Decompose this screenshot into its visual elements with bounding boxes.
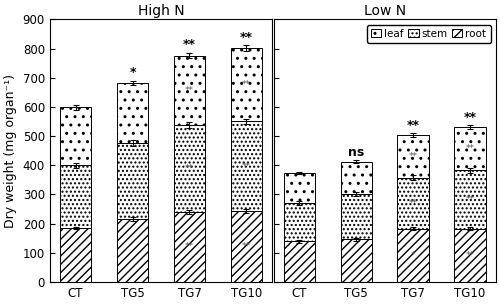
Text: **: **	[185, 164, 194, 173]
Text: **: **	[242, 162, 251, 171]
Text: **: **	[464, 111, 476, 123]
Text: **: **	[466, 144, 474, 153]
Text: **: **	[466, 195, 474, 204]
Text: **: **	[185, 243, 194, 251]
Text: **: **	[408, 199, 418, 208]
Bar	[340, 239, 372, 282]
Bar	[284, 173, 315, 203]
Bar	[454, 127, 486, 170]
Legend: leaf, stem, root: leaf, stem, root	[366, 25, 490, 43]
Title: Low N: Low N	[364, 4, 406, 18]
Bar	[174, 56, 205, 125]
Bar	[117, 83, 148, 143]
Bar	[174, 125, 205, 212]
Text: **: **	[406, 119, 420, 132]
Bar	[398, 229, 429, 282]
Bar	[284, 203, 315, 241]
Title: High N: High N	[138, 4, 184, 18]
Bar	[230, 48, 262, 122]
Bar	[117, 143, 148, 219]
Text: *: *	[130, 66, 136, 79]
Bar	[230, 122, 262, 211]
Bar	[340, 162, 372, 195]
Text: **: **	[242, 80, 251, 89]
Bar	[454, 229, 486, 282]
Text: **: **	[242, 242, 251, 251]
Bar	[340, 195, 372, 239]
Text: ns: ns	[348, 146, 364, 158]
Text: **: **	[183, 38, 196, 51]
Bar	[60, 107, 91, 165]
Text: **: **	[185, 86, 194, 95]
Text: **: **	[466, 251, 474, 260]
Bar	[398, 178, 429, 229]
Text: **: **	[408, 152, 418, 161]
Bar	[60, 228, 91, 282]
Bar	[230, 211, 262, 282]
Bar	[454, 170, 486, 229]
Bar	[398, 135, 429, 178]
Bar	[60, 165, 91, 228]
Bar	[117, 219, 148, 282]
Text: **: **	[240, 31, 253, 43]
Bar	[284, 241, 315, 282]
Text: *: *	[411, 251, 416, 260]
Y-axis label: Dry weight (mg organ⁻¹): Dry weight (mg organ⁻¹)	[4, 74, 17, 228]
Bar	[174, 212, 205, 282]
